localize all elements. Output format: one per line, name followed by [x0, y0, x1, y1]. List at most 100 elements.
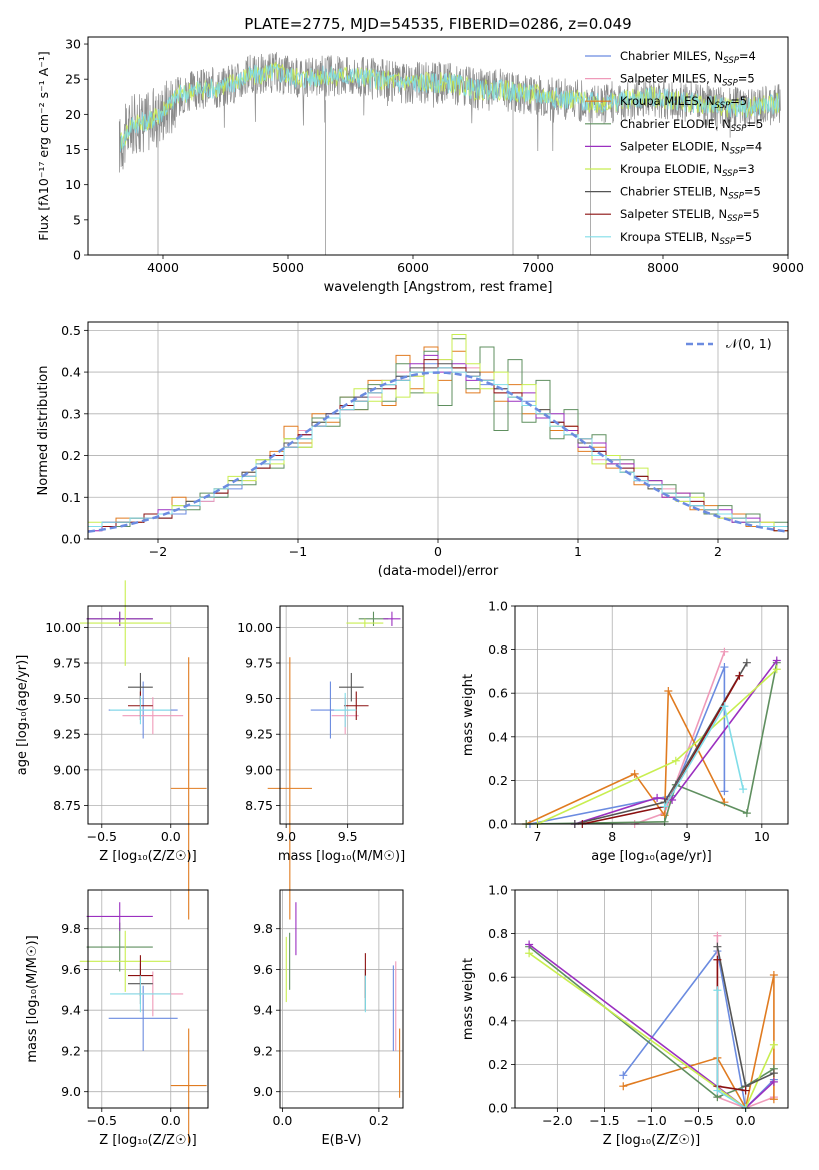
- z-mass-axes: −0.5 0.0 9.0 9.2 9.4 9.6 9.8: [61, 889, 209, 1143]
- x-tick-label: 0.0: [272, 1113, 292, 1128]
- x-tick-label: 0: [434, 544, 442, 559]
- age-weight-axes: 7 8 9 10 0.0 0.2 0.4 0.6 0.8 1.0: [488, 599, 789, 844]
- z-mass-x-label: Z [log₁₀(Z/Z☉)]: [99, 1133, 196, 1148]
- x-tick-label: 9: [683, 829, 691, 844]
- x-tick-label: −1.0: [636, 1113, 666, 1128]
- y-tick-label: 0.6: [488, 970, 508, 985]
- y-tick-label: 0.0: [61, 532, 81, 547]
- mass-weight-point: [619, 1082, 628, 1091]
- y-tick-label: 0.4: [61, 365, 81, 380]
- age-weight-x-label: age [log₁₀(age/yr)]: [591, 849, 712, 864]
- z-weight-axes-frame: [514, 889, 789, 1109]
- y-tick-label: 9.50: [245, 691, 273, 706]
- spectrum-x-label: wavelength [Angstrom, rest frame]: [324, 280, 553, 295]
- mass-weight-point: [713, 1086, 722, 1095]
- mass-weight-point: [720, 702, 729, 711]
- mass-weight-point: [769, 971, 778, 980]
- y-tick-label: 9.0: [253, 1084, 273, 1099]
- mass-weight-point: [525, 949, 534, 958]
- x-tick-label: 9.0: [276, 829, 296, 844]
- legend-label: Chabrier ELODIE, NSSP=5: [620, 117, 763, 134]
- legend-label: Chabrier MILES, NSSP=4: [620, 49, 756, 66]
- mass-weight-point: [720, 647, 729, 656]
- mass-weight-point: [720, 663, 729, 672]
- z-age-y-label: age [log₁₀(age/yr)]: [15, 655, 30, 776]
- panel-layer: 4000 5000 6000 7000 8000 9000051015202530wave…: [15, 36, 804, 1148]
- x-tick-label: 1: [574, 544, 582, 559]
- mass-weight-point: [664, 687, 673, 696]
- y-tick-label: 8.75: [53, 798, 81, 813]
- mass-weight-point: [739, 785, 748, 794]
- y-tick-label: 0.5: [61, 323, 81, 338]
- y-tick-label: 0: [73, 248, 81, 263]
- residual-y-label: Normed distribution: [36, 366, 51, 496]
- mass-weight-point: [772, 656, 781, 665]
- y-tick-label: 0.4: [488, 729, 508, 744]
- mass-weight-point: [769, 1069, 778, 1078]
- x-tick-label: −0.5: [683, 1113, 713, 1128]
- legend-label: Salpeter MILES, NSSP=5: [620, 72, 755, 89]
- legend-label: Salpeter ELODIE, NSSP=4: [620, 139, 762, 156]
- residual-axes-frame: [87, 321, 789, 540]
- x-tick-label: 0.0: [736, 1113, 756, 1128]
- y-tick-label: 10: [65, 177, 81, 192]
- mass-age-axes-plot: [267, 606, 403, 920]
- mass-weight-point: [742, 658, 751, 667]
- mass-weight-point: [671, 756, 680, 765]
- y-tick-label: 0.2: [488, 1057, 508, 1072]
- mass-age-axes-frame: [279, 605, 404, 825]
- y-tick-label: 1.0: [488, 883, 508, 898]
- legend-label: Kroupa STELIB, NSSP=5: [620, 230, 752, 247]
- mass-weight-point: [741, 1086, 750, 1095]
- x-tick-label: −2.0: [542, 1113, 572, 1128]
- spectrum-y-label: Flux [fλ10⁻¹⁷ erg cm⁻² s⁻¹ A⁻¹]: [36, 51, 51, 240]
- y-tick-label: 9.2: [253, 1043, 273, 1058]
- z-age-axes: −0.5 0.0 8.75 9.00 9.25 9.50 9.75 10.00: [45, 580, 209, 920]
- mass-weight-point: [713, 955, 722, 964]
- y-tick-label: 0.4: [488, 1013, 508, 1028]
- x-tick-label: 4000: [147, 260, 179, 275]
- y-tick-label: 0.1: [61, 490, 81, 505]
- y-tick-label: 0.6: [488, 686, 508, 701]
- normal-curve: [87, 371, 789, 533]
- y-tick-label: 9.4: [61, 1003, 81, 1018]
- y-tick-label: 0.2: [488, 773, 508, 788]
- y-tick-label: 5: [73, 212, 81, 227]
- z-age-axes-frame: [87, 605, 209, 825]
- residual-x-label: (data-model)/error: [378, 564, 499, 579]
- legend-label: Salpeter STELIB, NSSP=5: [620, 207, 760, 224]
- mass-weight-point: [660, 802, 669, 811]
- y-tick-label: 9.6: [61, 962, 81, 977]
- x-tick-label: −1.5: [589, 1113, 619, 1128]
- mass-weight-point: [525, 940, 534, 949]
- x-tick-label: 10: [754, 829, 770, 844]
- residual-legend-label: 𝒩(0, 1): [726, 336, 772, 351]
- y-tick-label: 10.00: [45, 620, 81, 635]
- y-tick-label: 0.8: [488, 642, 508, 657]
- y-tick-label: 15: [65, 142, 81, 157]
- y-tick-label: 9.4: [253, 1003, 273, 1018]
- mass-weight-point: [713, 931, 722, 940]
- y-tick-label: 0.8: [488, 926, 508, 941]
- x-tick-label: 8000: [647, 260, 679, 275]
- y-tick-label: 9.00: [245, 762, 273, 777]
- y-tick-label: 9.25: [245, 727, 273, 742]
- residual-histogram-series: [87, 367, 788, 539]
- spectrum-model-line: [120, 63, 780, 152]
- age-weight-axes-frame: [514, 605, 789, 825]
- residual-axes-plot: [87, 322, 789, 540]
- mass-weight-point: [735, 671, 744, 680]
- x-tick-label: 0.0: [161, 1113, 181, 1128]
- z-mass-axes-frame: [87, 889, 209, 1109]
- z-age-x-label: Z [log₁₀(Z/Z☉)]: [99, 849, 196, 864]
- mass-weight-point: [769, 1077, 778, 1086]
- legend-label: Kroupa ELODIE, NSSP=3: [620, 162, 755, 179]
- x-tick-label: 0.2: [369, 1113, 389, 1128]
- y-tick-label: 8.75: [245, 798, 273, 813]
- mass-weight-point: [619, 1071, 628, 1080]
- z-mass-axes-plot: [79, 890, 208, 1143]
- x-tick-label: 7: [533, 829, 541, 844]
- ebv-mass-axes-frame: [279, 889, 404, 1109]
- mass-age-axes: 9.0 9.5 8.75 9.00 9.25 9.50 9.75 10.00: [237, 605, 404, 920]
